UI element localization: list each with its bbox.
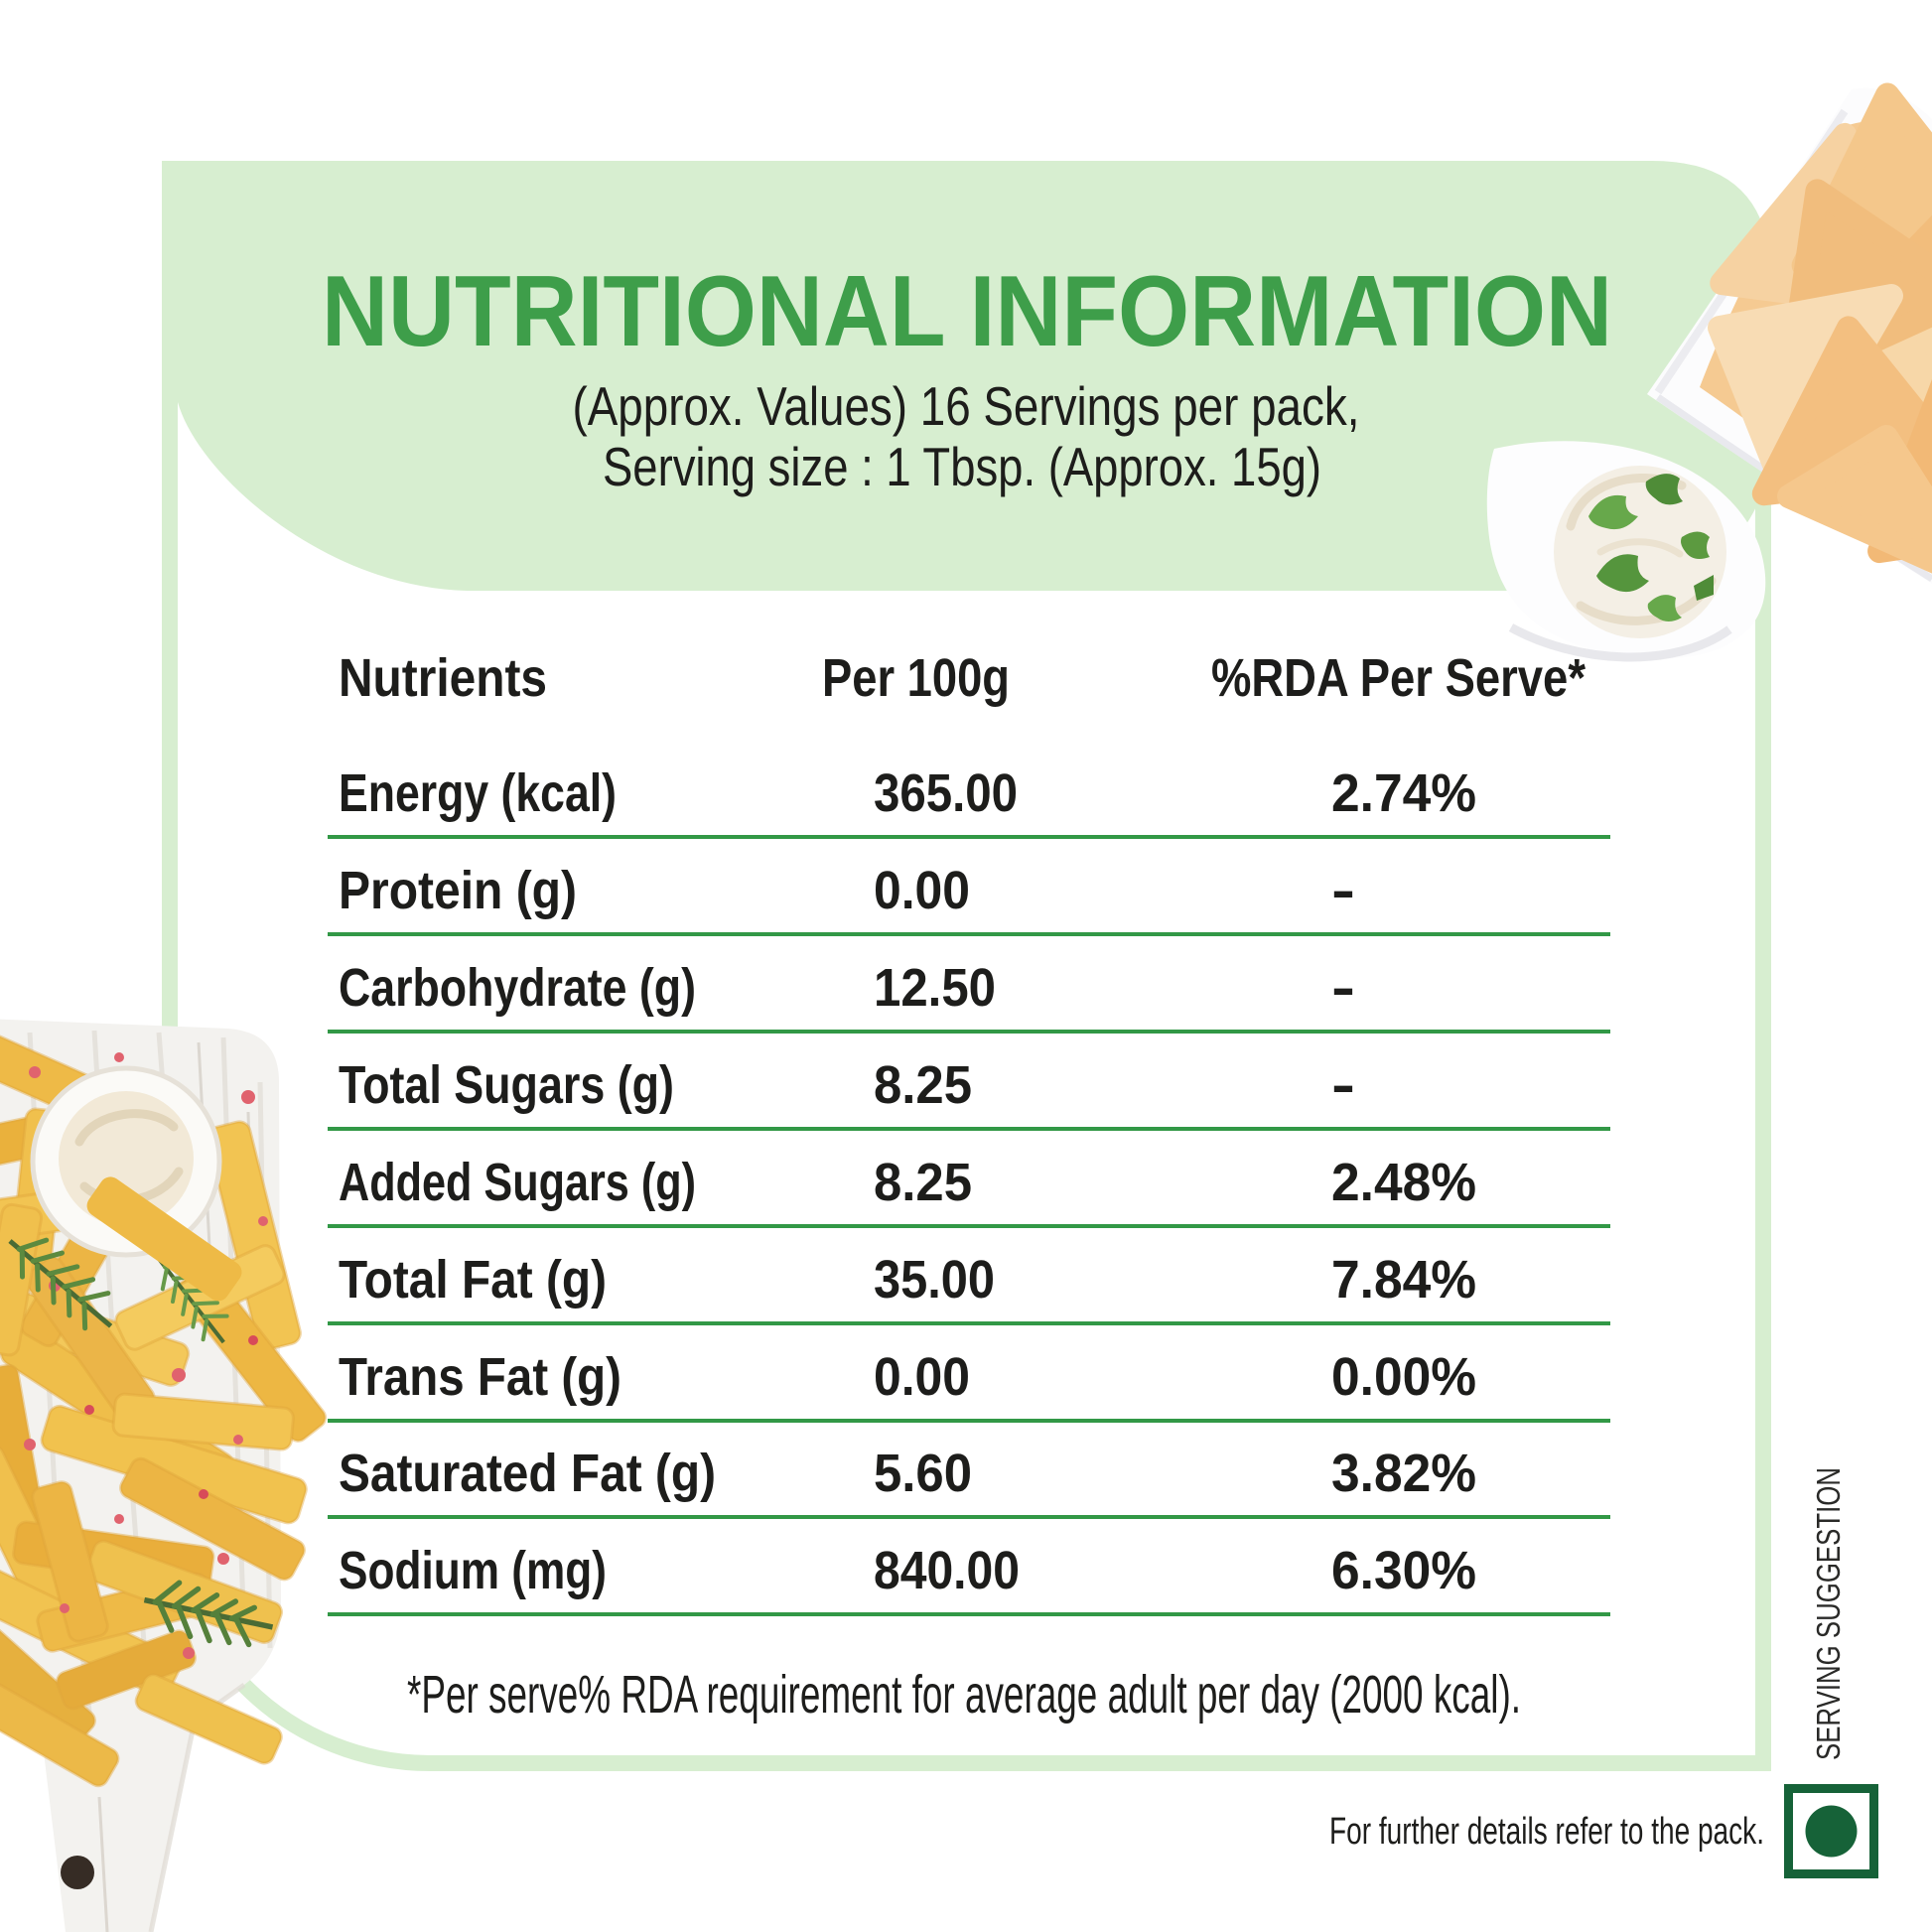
svg-text:0.00: 0.00: [874, 1347, 970, 1407]
svg-text:365.00: 365.00: [874, 763, 1018, 823]
svg-text:Total Sugars (g): Total Sugars (g): [339, 1055, 674, 1115]
svg-text:8.25: 8.25: [874, 1153, 972, 1212]
svg-text:5.60: 5.60: [874, 1444, 972, 1503]
svg-text:-: -: [1331, 861, 1355, 920]
svg-text:Nutrients: Nutrients: [339, 648, 547, 708]
svg-text:12.50: 12.50: [874, 958, 996, 1018]
svg-text:For further details refer to t: For further details refer to the pack.: [1329, 1811, 1764, 1853]
svg-text:Total Fat (g): Total Fat (g): [339, 1250, 607, 1310]
svg-text:Added Sugars (g): Added Sugars (g): [339, 1153, 696, 1212]
svg-text:2.74%: 2.74%: [1331, 763, 1476, 823]
svg-text:0.00%: 0.00%: [1331, 1347, 1476, 1407]
svg-text:Sodium (mg): Sodium (mg): [339, 1541, 607, 1600]
svg-text:Serving size : 1 Tbsp. (Approx: Serving size : 1 Tbsp. (Approx. 15g): [603, 436, 1321, 497]
svg-text:Carbohydrate (g): Carbohydrate (g): [339, 958, 696, 1018]
svg-text:-: -: [1331, 958, 1355, 1018]
svg-text:0.00: 0.00: [874, 861, 970, 920]
svg-text:8.25: 8.25: [874, 1055, 972, 1115]
svg-text:Protein (g): Protein (g): [339, 861, 577, 920]
svg-text:7.84%: 7.84%: [1331, 1250, 1476, 1310]
svg-text:Energy (kcal): Energy (kcal): [339, 763, 617, 823]
svg-text:840.00: 840.00: [874, 1541, 1020, 1600]
svg-text:3.82%: 3.82%: [1331, 1444, 1476, 1503]
svg-text:-: -: [1331, 1055, 1355, 1115]
svg-text:6.30%: 6.30%: [1331, 1541, 1476, 1600]
svg-text:Trans Fat (g): Trans Fat (g): [339, 1347, 621, 1407]
svg-text:*Per serve% RDA requirement fo: *Per serve% RDA requirement for average …: [407, 1665, 1521, 1725]
svg-text:Saturated Fat (g): Saturated Fat (g): [339, 1444, 716, 1503]
svg-text:(Approx. Values) 16 Servings p: (Approx. Values) 16 Servings per pack,: [573, 375, 1360, 437]
svg-text:NUTRITIONAL INFORMATION: NUTRITIONAL INFORMATION: [322, 256, 1612, 367]
svg-text:Per 100g: Per 100g: [822, 648, 1010, 708]
svg-text:%RDA Per Serve*: %RDA Per Serve*: [1211, 648, 1586, 708]
svg-text:35.00: 35.00: [874, 1250, 995, 1310]
svg-text:2.48%: 2.48%: [1331, 1153, 1476, 1212]
svg-text:SERVING SUGGESTION: SERVING SUGGESTION: [1810, 1467, 1847, 1760]
